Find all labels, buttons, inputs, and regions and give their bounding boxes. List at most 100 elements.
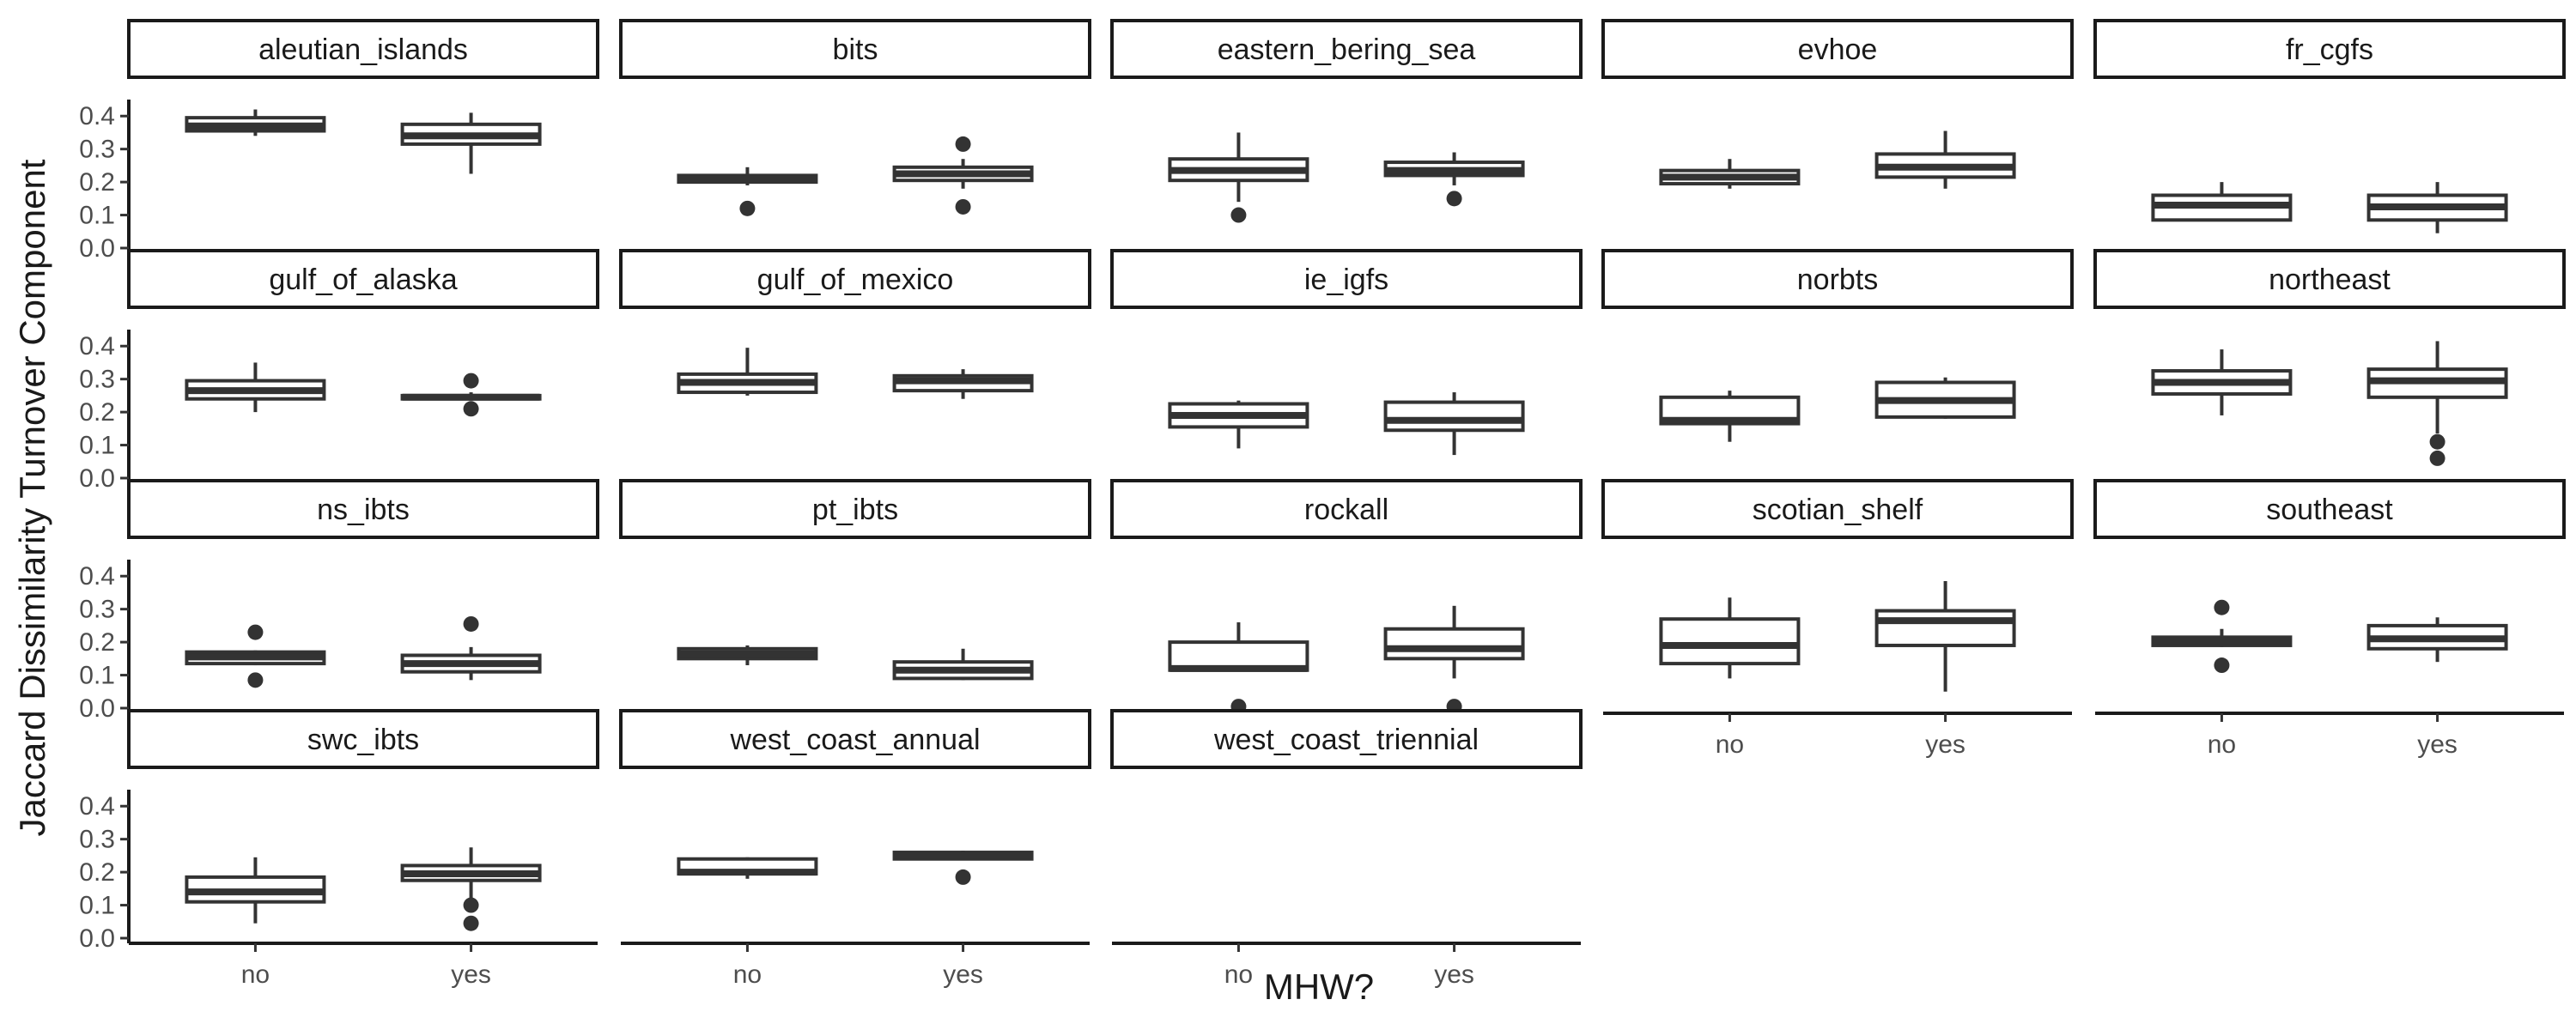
y-tick-label: 0.2 [79,628,115,657]
box-no [2151,599,2293,674]
box-no [677,167,818,216]
box-yes [1874,130,2016,189]
box-yes [1383,152,1525,207]
y-tick-label: 0.2 [79,168,115,197]
facet-strip [127,19,599,79]
facet-strip-label: ns_ibts [317,494,410,526]
box-yes [2366,617,2508,663]
y-tick-label: 0.0 [79,924,115,953]
facet-panel: rockall [1110,479,1583,715]
box-iqr [1874,609,2016,647]
outlier-point [1446,191,1462,207]
facet-strip [619,479,1091,539]
facet-panel: swc_ibts 0.0 0.1 0.2 0.3 0.4 no yes [79,709,599,989]
facet-panel: bits [619,19,1091,216]
facet-strip-label: rockall [1304,494,1388,526]
facet-panel: evhoe [1601,19,2074,189]
outlier-point [463,401,479,417]
facet-strip-label: west_coast_annual [729,724,980,756]
box-yes [400,615,542,681]
x-tick-label: yes [1925,730,1965,759]
outlier-point [247,672,264,688]
facet-strip [1110,709,1583,769]
box-no [2151,349,2293,415]
outlier-point [247,624,264,640]
box-yes [2366,341,2508,466]
box-iqr [1383,400,1525,433]
facet-strip-label: gulf_of_alaska [269,264,457,296]
box-yes [1874,377,2016,419]
facet-strip-label: southeast [2266,494,2393,526]
box-yes [1874,580,2016,692]
y-tick-label: 0.1 [79,662,115,690]
facet-strip [619,19,1091,79]
facet-panels: aleutian_islands 0.0 0.1 0.2 0.3 0.4 bits easte… [79,19,2566,989]
facet-panel: gulf_of_alaska 0.0 0.1 0.2 0.3 0.4 [79,249,599,493]
facet-strip-label: aleutian_islands [258,33,468,66]
box-yes [892,851,1034,885]
y-tick-label: 0.2 [79,398,115,427]
x-tick-label: no [241,960,270,989]
y-tick-label: 0.1 [79,202,115,230]
facet-strip [2093,479,2566,539]
facet-strip [1110,19,1583,79]
y-tick-label: 0.4 [79,102,115,130]
facet-panel: northeast [2093,249,2566,466]
box-no [677,857,818,879]
y-tick-label: 0.1 [79,432,115,460]
facet-strip-label: bits [833,33,878,66]
outlier-point [2429,433,2445,450]
x-tick-label: yes [943,960,983,989]
outlier-point [463,373,479,389]
y-tick-label: 0.1 [79,892,115,920]
box-no [1659,159,1801,189]
box-no [185,624,326,688]
x-tick-label: no [2208,730,2236,759]
outlier-point [955,136,971,152]
facet-strip-label: west_coast_triennial [1213,724,1479,756]
box-yes [400,373,542,417]
outlier-point [463,615,479,632]
box-no [185,109,326,136]
facet-strip [1601,249,2074,309]
box-yes [2366,182,2508,233]
box-iqr [1383,627,1525,661]
x-tick-label: yes [1434,960,1474,989]
box-no [1659,597,1801,679]
facet-strip [127,479,599,539]
outlier-point [955,198,971,215]
facet-strip-label: pt_ibts [812,494,898,526]
box-no [1168,622,1309,715]
outlier-point [739,200,756,216]
outlier-point [1230,207,1247,223]
facet-strip [1601,479,2074,539]
facet-strip [127,709,599,769]
facet-panel: pt_ibts [619,479,1091,681]
facet-panel: fr_cgfs [2093,19,2566,233]
facet-strip-label: norbts [1797,264,1879,296]
y-tick-label: 0.2 [79,858,115,887]
facet-strip [1110,249,1583,309]
box-no [677,645,818,666]
facet-strip-label: ie_igfs [1304,264,1388,296]
box-no [2151,182,2293,222]
box-yes [892,136,1034,215]
y-tick-label: 0.4 [79,792,115,821]
box-yes [892,369,1034,399]
box-no [185,857,326,924]
facet-panel: gulf_of_mexico [619,249,1091,399]
facet-strip-label: evhoe [1798,33,1878,66]
y-tick-label: 0.3 [79,136,115,164]
facet-strip-label: gulf_of_mexico [757,264,954,296]
y-tick-label: 0.0 [79,694,115,723]
facet-strip [2093,249,2566,309]
facet-strip-label: scotian_shelf [1753,494,1923,526]
box-no [677,348,818,396]
x-tick-label: no [1224,960,1253,989]
x-tick-label: no [733,960,762,989]
facet-strip [2093,19,2566,79]
facet-strip [619,249,1091,309]
